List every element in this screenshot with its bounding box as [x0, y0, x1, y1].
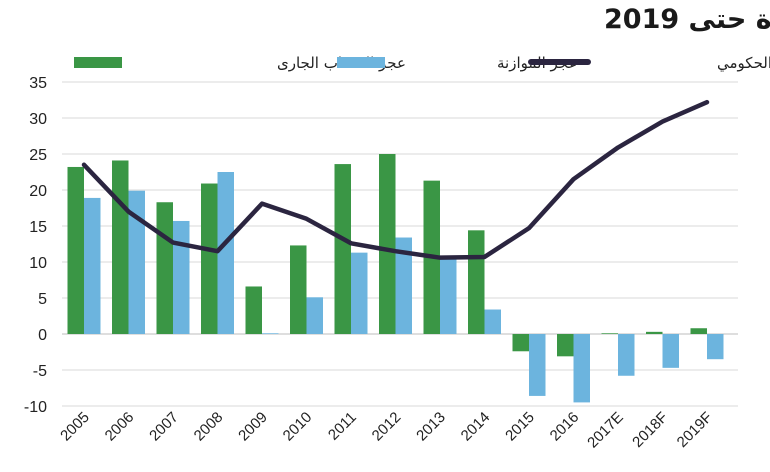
bar-budget: [84, 197, 101, 334]
x-tick-label: 2016: [547, 409, 583, 445]
bar-current-account: [334, 164, 351, 334]
bar-budget: [306, 297, 323, 334]
bar-budget: [529, 334, 546, 396]
x-tick-label: 2017E: [584, 409, 627, 452]
x-tick-label: 2006: [102, 409, 138, 445]
bar-current-account: [468, 230, 485, 334]
x-tick-label: 2008: [191, 409, 227, 445]
x-tick-label: 2015: [502, 409, 538, 445]
y-tick-label: 10: [29, 255, 47, 272]
bar-current-account: [245, 286, 262, 334]
y-tick-label: 25: [29, 147, 47, 164]
bar-budget: [707, 334, 724, 360]
x-tick-label: 2014: [458, 409, 494, 445]
bar-current-account: [156, 202, 173, 334]
bar-budget: [351, 252, 368, 334]
x-tick-label: 2011: [325, 409, 360, 444]
x-axis-ticks: 2005 2006 2007 2008 2009 2010 2011 2012 2013 2014…: [57, 409, 716, 452]
bar-budget: [484, 309, 501, 334]
bar-budget: [217, 172, 234, 334]
y-axis-ticks: -10 -5 0 5 10 15 20 25 30 35: [24, 75, 47, 416]
bar-budget: [262, 333, 279, 334]
bar-budget: [662, 334, 679, 368]
bar-current-account: [379, 154, 396, 334]
legend: عجز الحساب الجارى عجز الموازنة الدين الح…: [74, 54, 770, 73]
x-tick-label: 2010: [280, 409, 316, 445]
legend-label-debt: الدين الحكومي: [717, 54, 770, 73]
x-tick-label: 2012: [369, 409, 405, 445]
bar-current-account: [67, 166, 84, 334]
y-tick-label: 20: [29, 183, 47, 200]
y-tick-label: -5: [33, 363, 47, 380]
bars: [67, 154, 724, 403]
chart-title: الاستدانة الخليجية السيادية مستمرة حتى 2…: [604, 4, 770, 35]
bar-current-account: [290, 245, 307, 334]
bar-current-account: [557, 334, 574, 357]
bar-current-account: [201, 183, 218, 334]
bar-budget: [395, 237, 412, 334]
bar-budget: [573, 334, 590, 403]
x-tick-label: 2018F: [629, 409, 671, 451]
x-tick-label: 2005: [57, 409, 93, 445]
y-tick-label: 15: [29, 219, 47, 236]
bar-budget: [618, 334, 635, 376]
gridlines: [62, 81, 738, 407]
y-tick-label: 0: [38, 327, 47, 344]
x-tick-label: 2007: [146, 409, 182, 445]
bar-budget: [128, 190, 145, 334]
y-tick-label: -10: [24, 399, 47, 416]
debt-line: [81, 99, 710, 260]
bar-current-account: [690, 328, 707, 334]
bar-budget: [440, 257, 457, 334]
y-tick-label: 30: [29, 111, 47, 128]
bar-current-account: [646, 331, 663, 334]
bar-current-account: [512, 334, 529, 352]
x-tick-label: 2013: [413, 409, 449, 445]
y-tick-label: 35: [29, 75, 47, 92]
bar-current-account: [601, 333, 618, 334]
legend-swatch-budget: [337, 57, 385, 68]
x-tick-label: 2019F: [674, 409, 716, 451]
bar-current-account: [112, 160, 129, 334]
x-tick-label: 2009: [235, 409, 271, 445]
legend-swatch-current-account: [74, 57, 122, 68]
y-tick-label: 5: [38, 291, 47, 308]
bar-budget: [173, 220, 190, 334]
